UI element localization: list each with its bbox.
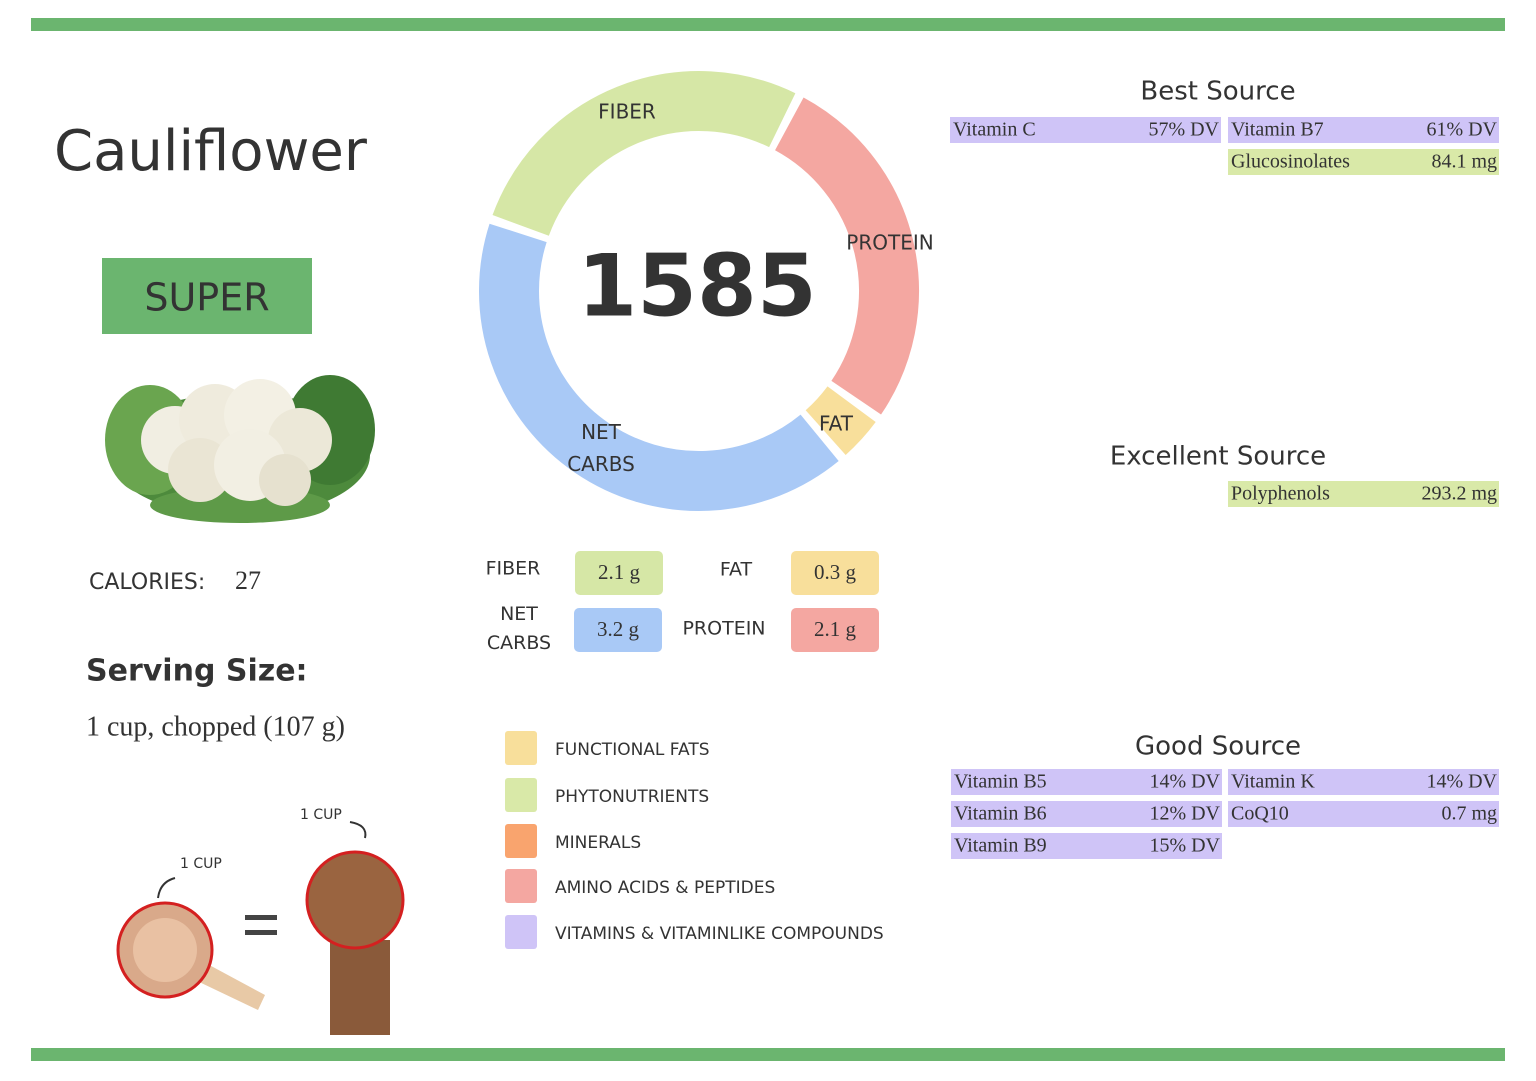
macro-amount: 2.1 g xyxy=(814,617,857,641)
calories-value: 27 xyxy=(235,566,261,595)
donut-label: FIBER xyxy=(598,100,656,124)
macro-amount: 3.2 g xyxy=(597,617,640,641)
macro-box xyxy=(575,551,663,595)
score: 1585 xyxy=(577,236,816,336)
source-name: Polyphenols xyxy=(1231,483,1330,505)
legend-label: FUNCTIONAL FATS xyxy=(555,740,710,760)
source-row xyxy=(951,769,1222,795)
source-name: Vitamin B9 xyxy=(954,835,1047,857)
source-amount: 293.2 mg xyxy=(1421,483,1497,505)
donut-label: NET CARBS xyxy=(567,420,635,476)
source-amount: 0.7 mg xyxy=(1441,803,1497,825)
source-row xyxy=(951,833,1222,859)
source-title: Best Source xyxy=(1140,77,1295,107)
macro-donut: FIBER PROTEIN FAT NET CARBS xyxy=(479,71,934,511)
cauliflower-image xyxy=(105,375,375,523)
calories-label: CALORIES: xyxy=(89,570,205,595)
source-name: CoQ10 xyxy=(1231,803,1289,825)
donut-segment xyxy=(805,385,876,455)
source-amount: 84.1 mg xyxy=(1431,151,1497,173)
food-title: Cauliflower xyxy=(54,119,368,184)
legend: FUNCTIONAL FATS PHYTONUTRIENTS MINERALS AMI… xyxy=(505,731,884,949)
source-title: Good Source xyxy=(1135,732,1301,762)
donut-segment xyxy=(492,71,796,237)
macro-label: NET CARBS xyxy=(487,603,551,654)
source-amount: 14% DV xyxy=(1149,771,1220,793)
legend-label: MINERALS xyxy=(555,833,641,853)
sources: Best Source Vitamin C 57% DV Vitamin B7 61% … xyxy=(950,77,1499,859)
macro-label: PROTEIN xyxy=(682,618,765,640)
serving-title: Serving Size: xyxy=(86,654,308,689)
macro-amount: 0.3 g xyxy=(814,560,857,584)
donut-segment xyxy=(479,223,839,511)
serving-size: 1 cup, chopped (107 g) xyxy=(86,711,345,742)
legend-swatch xyxy=(505,824,537,858)
source-amount: 14% DV xyxy=(1426,771,1497,793)
source-amount: 57% DV xyxy=(1148,119,1219,141)
source-name: Vitamin C xyxy=(953,119,1036,141)
legend-swatch xyxy=(505,731,537,765)
macro-amount: 2.1 g xyxy=(598,560,641,584)
donut-label: FAT xyxy=(819,412,854,436)
legend-swatch xyxy=(505,915,537,949)
source-amount: 61% DV xyxy=(1426,119,1497,141)
macro-box xyxy=(574,608,662,652)
source-row xyxy=(951,801,1222,827)
badge-box xyxy=(102,258,312,334)
legend-label: PHYTONUTRIENTS xyxy=(555,787,709,807)
bottom-bar xyxy=(31,1048,1505,1061)
macro-boxes: FIBER 2.1 g PROTEIN 2.1 g FAT 0.3 g NET CARBS 3.… xyxy=(486,551,879,654)
source-row xyxy=(1228,801,1499,827)
source-amount: 12% DV xyxy=(1149,803,1220,825)
source-name: Glucosinolates xyxy=(1231,151,1350,173)
source-row xyxy=(1228,117,1499,143)
source-name: Vitamin B7 xyxy=(1231,119,1324,141)
macro-box xyxy=(791,608,879,652)
source-row xyxy=(950,117,1221,143)
top-bar xyxy=(31,18,1505,31)
legend-swatch xyxy=(505,778,537,812)
source-name: Vitamin K xyxy=(1231,771,1315,793)
cup-illustration xyxy=(116,821,405,1035)
badge: SUPER xyxy=(144,276,269,320)
source-amount: 15% DV xyxy=(1149,835,1220,857)
donut-label: PROTEIN xyxy=(846,231,933,255)
cup-label: 1 CUP xyxy=(180,856,222,872)
source-row xyxy=(1228,149,1499,175)
macro-box xyxy=(791,551,879,595)
legend-swatch xyxy=(505,869,537,903)
legend-label: AMINO ACIDS & PEPTIDES xyxy=(555,878,775,898)
source-name: Vitamin B5 xyxy=(954,771,1047,793)
macro-label: FAT xyxy=(720,559,753,581)
source-row xyxy=(1228,481,1499,507)
source-title: Excellent Source xyxy=(1110,442,1326,472)
macro-label: FIBER xyxy=(486,558,541,580)
source-name: Vitamin B6 xyxy=(954,803,1047,825)
source-row xyxy=(1228,769,1499,795)
legend-label: VITAMINS & VITAMINLIKE COMPOUNDS xyxy=(555,924,884,944)
donut-segment xyxy=(774,97,919,415)
fist-label: 1 CUP xyxy=(300,807,342,823)
